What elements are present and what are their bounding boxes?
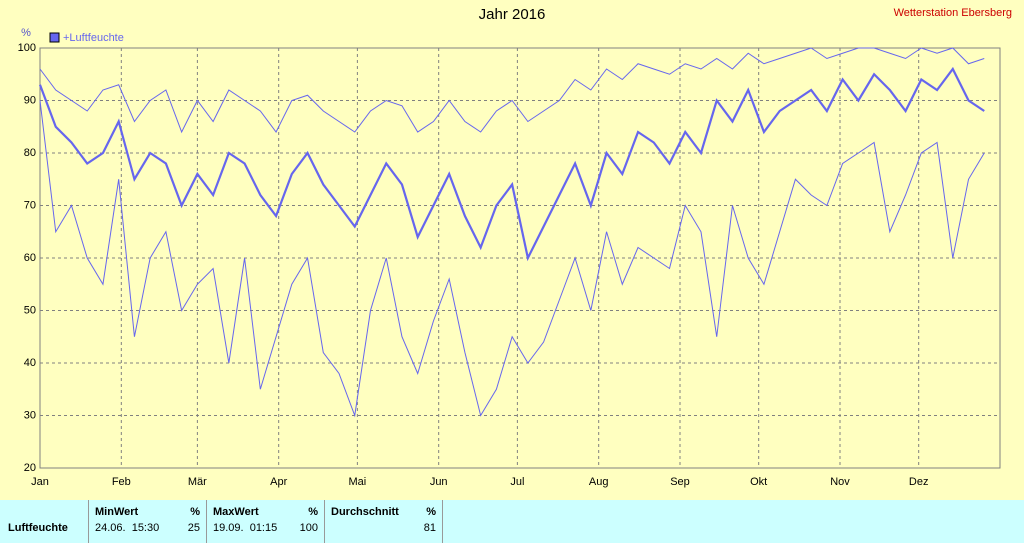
col: Durchschnitt % 81 bbox=[324, 500, 443, 543]
x-tick-label: Dez bbox=[909, 476, 929, 488]
header: MaxWert bbox=[213, 506, 259, 518]
x-tick-label: Mai bbox=[349, 476, 367, 488]
station-name: Wetterstation Ebersberg bbox=[894, 7, 1012, 19]
y-axis-label: % bbox=[21, 27, 31, 39]
x-tick-label: Jul bbox=[510, 476, 524, 488]
x-tick-label: Apr bbox=[270, 476, 287, 488]
x-tick-label: Sep bbox=[670, 476, 690, 488]
x-tick-label: Nov bbox=[830, 476, 850, 488]
row-label: Luftfeuchte bbox=[8, 522, 68, 534]
y-tick-label: 40 bbox=[24, 357, 36, 369]
header: % bbox=[426, 506, 436, 518]
cell: 81 bbox=[423, 522, 436, 534]
header: % bbox=[190, 506, 200, 518]
chart: Jahr 2016 Wetterstation Ebersberg % 20 30… bbox=[18, 6, 1012, 488]
y-tick-label: 70 bbox=[24, 199, 36, 211]
y-tick-label: 100 bbox=[18, 42, 36, 54]
x-tick-label: Aug bbox=[589, 476, 609, 488]
cell: 19.09. 01:15 bbox=[213, 522, 278, 534]
stats-table: MinWert % 24.06. 15:30 25 MaxWert % 19.0… bbox=[0, 500, 1024, 543]
line-lows bbox=[39, 100, 985, 418]
col: MinWert % 24.06. 15:30 25 bbox=[88, 500, 206, 543]
y-tick-label: 50 bbox=[24, 304, 36, 316]
legend-swatch bbox=[49, 32, 60, 43]
chart-title: Jahr 2016 bbox=[479, 6, 546, 23]
cell: 100 bbox=[299, 522, 318, 534]
y-tick-label: 90 bbox=[24, 94, 36, 106]
cell: 25 bbox=[187, 522, 200, 534]
x-tick-label: Okt bbox=[750, 476, 767, 488]
y-tick-label: 80 bbox=[24, 147, 36, 159]
header: % bbox=[308, 506, 318, 518]
y-tick-label: 60 bbox=[24, 252, 36, 264]
cell: 24.06. 15:30 bbox=[95, 522, 160, 534]
x-tick-label: Mär bbox=[188, 476, 207, 488]
y-tick-label: 20 bbox=[24, 462, 36, 474]
line-highs bbox=[39, 47, 985, 134]
header: MinWert bbox=[95, 506, 139, 518]
x-tick-label: Feb bbox=[112, 476, 131, 488]
x-tick-label: Jun bbox=[430, 476, 448, 488]
legend-label: +Luftfeuchte bbox=[63, 32, 124, 44]
y-tick-label: 30 bbox=[24, 409, 36, 421]
col: MaxWert % 19.09. 01:15 100 bbox=[206, 500, 324, 543]
x-tick-label: Jan bbox=[31, 476, 49, 488]
line-values bbox=[38, 66, 985, 262]
header: Durchschnitt bbox=[331, 506, 399, 518]
